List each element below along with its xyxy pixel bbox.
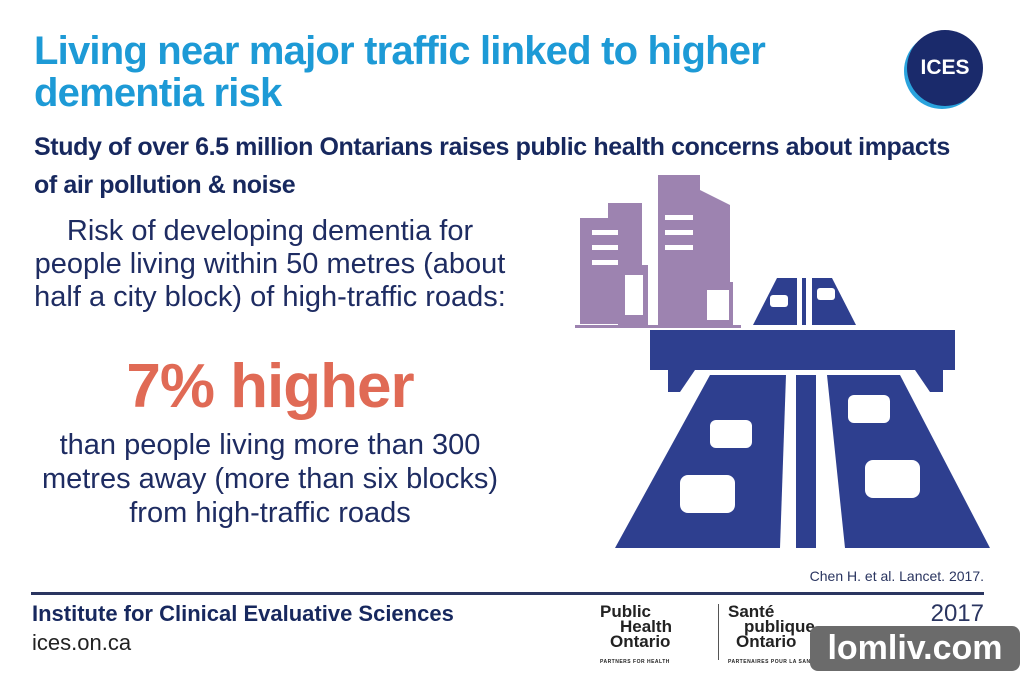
risk-description: Risk of developing dementia for people l… bbox=[34, 215, 506, 313]
pho-line: Ontario bbox=[610, 632, 671, 651]
spo-tagline: PARTENAIRES POUR LA SANTÉ bbox=[728, 659, 819, 665]
car-icon bbox=[680, 288, 920, 513]
spo-line: Santé bbox=[728, 602, 775, 621]
highlight-stat: 7% higher bbox=[126, 352, 414, 421]
spo-line: Ontario bbox=[736, 632, 797, 651]
logo-text: ICES bbox=[920, 56, 970, 79]
ices-logo: ICES bbox=[907, 30, 983, 106]
year: 2017 bbox=[930, 600, 984, 627]
subtitle: Study of over 6.5 million Ontarians rais… bbox=[34, 133, 950, 199]
citation: Chen H. et al. Lancet. 2017. bbox=[809, 568, 984, 584]
page-title: Living near major traffic linked to high… bbox=[34, 29, 766, 115]
spo-line: publique bbox=[744, 617, 815, 636]
website-link[interactable]: ices.on.ca bbox=[32, 630, 132, 655]
pho-logo: Public Health Ontario PARTNERS FOR HEALT… bbox=[600, 602, 672, 670]
watermark: lomliv.com bbox=[810, 626, 1020, 671]
footer-divider bbox=[31, 592, 984, 595]
pho-line: Health bbox=[620, 617, 672, 636]
comparison-text: than people living more than 300 metres … bbox=[41, 429, 499, 529]
org-name: Institute for Clinical Evaluative Scienc… bbox=[32, 601, 454, 626]
spo-logo: Santé publique Ontario PARTENAIRES POUR … bbox=[728, 602, 819, 670]
highway-illustration bbox=[575, 175, 990, 548]
pho-line: Public bbox=[600, 602, 652, 621]
logo-divider bbox=[718, 604, 719, 660]
pho-tagline: PARTNERS FOR HEALTH bbox=[600, 659, 670, 665]
